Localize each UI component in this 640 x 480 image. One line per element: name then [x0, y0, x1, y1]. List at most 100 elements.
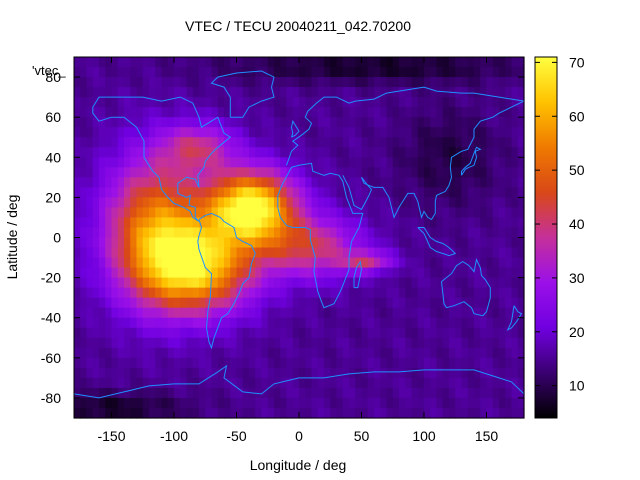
- heatmap-cell: [224, 97, 231, 108]
- heatmap-cell: [349, 387, 356, 399]
- heatmap-cell: [480, 257, 488, 269]
- heatmap-cell: [336, 127, 344, 138]
- heatmap-cell: [505, 257, 513, 269]
- heatmap-cell: [392, 377, 400, 389]
- heatmap-cell: [124, 287, 131, 299]
- heatmap-cell: [117, 357, 125, 369]
- heatmap-cell: [386, 67, 394, 78]
- heatmap-cell: [411, 77, 419, 88]
- heatmap-cell: [105, 117, 113, 128]
- heatmap-cell: [405, 227, 413, 239]
- heatmap-cell: [149, 287, 156, 299]
- heatmap-cell: [205, 287, 213, 299]
- heatmap-cell: [392, 77, 400, 88]
- heatmap-cell: [86, 97, 94, 108]
- heatmap-cell: [424, 87, 431, 98]
- heatmap-cell: [405, 117, 413, 128]
- heatmap-cell: [224, 67, 231, 78]
- heatmap-cell: [180, 327, 188, 339]
- heatmap-cell: [311, 117, 319, 128]
- heatmap-cell: [392, 277, 400, 289]
- heatmap-cell: [324, 167, 331, 178]
- heatmap-cell: [336, 277, 344, 289]
- heatmap-cell: [367, 197, 375, 209]
- heatmap-cell: [217, 357, 225, 369]
- heatmap-cell: [217, 127, 225, 138]
- heatmap-cell: [292, 317, 300, 329]
- heatmap-cell: [349, 297, 356, 309]
- heatmap-cell: [155, 407, 163, 419]
- heatmap-cell: [424, 247, 431, 259]
- heatmap-cell: [155, 267, 163, 279]
- heatmap-cell: [92, 147, 100, 158]
- heatmap-cell: [336, 267, 344, 279]
- heatmap-cell: [517, 57, 525, 68]
- heatmap-cell: [517, 267, 525, 279]
- heatmap-cell: [399, 397, 406, 409]
- heatmap-cell: [436, 347, 444, 359]
- heatmap-cell: [311, 87, 319, 98]
- heatmap-cell: [311, 207, 319, 219]
- heatmap-cell: [417, 327, 425, 339]
- heatmap-cell: [361, 277, 369, 289]
- heatmap-cell: [261, 97, 269, 108]
- heatmap-cell: [467, 267, 475, 279]
- heatmap-cell: [499, 407, 506, 419]
- heatmap-cell: [505, 287, 513, 299]
- heatmap-cell: [255, 257, 263, 269]
- heatmap-cell: [105, 357, 113, 369]
- heatmap-cell: [186, 137, 194, 148]
- heatmap-cell: [161, 357, 169, 369]
- heatmap-cell: [399, 267, 406, 279]
- heatmap-cell: [211, 107, 219, 118]
- heatmap-cell: [367, 237, 375, 249]
- heatmap-cell: [192, 137, 200, 148]
- heatmap-cell: [192, 187, 200, 198]
- heatmap-cell: [199, 397, 206, 409]
- heatmap-cell: [461, 167, 469, 178]
- heatmap-cell: [230, 367, 238, 379]
- heatmap-cell: [505, 97, 513, 108]
- heatmap-cell: [192, 67, 200, 78]
- heatmap-cell: [411, 147, 419, 158]
- heatmap-cell: [349, 267, 356, 279]
- heatmap-cell: [467, 217, 475, 229]
- heatmap-cell: [105, 377, 113, 389]
- heatmap-cell: [124, 237, 131, 249]
- heatmap-cell: [236, 167, 244, 178]
- heatmap-cell: [217, 347, 225, 359]
- coastline-overlay: [73, 70, 525, 399]
- colorbar-tick-label: 50: [569, 162, 585, 178]
- heatmap-cell: [99, 157, 106, 168]
- heatmap-cell: [367, 87, 375, 98]
- heatmap-cell: [474, 297, 481, 309]
- heatmap-cell: [499, 327, 506, 339]
- heatmap-cell: [480, 307, 488, 319]
- heatmap-cell: [111, 287, 119, 299]
- heatmap-cell: [74, 97, 81, 108]
- heatmap-cell: [317, 157, 325, 168]
- heatmap-cell: [480, 337, 488, 349]
- heatmap-cell: [180, 137, 188, 148]
- heatmap-cell: [511, 257, 519, 269]
- heatmap-cell: [255, 217, 263, 229]
- heatmap-cell: [480, 57, 488, 68]
- heatmap-cell: [161, 207, 169, 219]
- heatmap-cell: [467, 337, 475, 349]
- heatmap-cell: [86, 327, 94, 339]
- heatmap-cell: [486, 257, 494, 269]
- heatmap-cell: [474, 117, 481, 128]
- heatmap-cell: [199, 347, 206, 359]
- heatmap-cell: [161, 337, 169, 349]
- heatmap-cell: [155, 197, 163, 209]
- heatmap-cell: [192, 97, 200, 108]
- heatmap-cell: [124, 277, 131, 289]
- heatmap-cell: [211, 187, 219, 198]
- heatmap-cell: [74, 217, 81, 229]
- heatmap-cell: [80, 77, 88, 88]
- heatmap-cell: [124, 397, 131, 409]
- heatmap-cell: [486, 327, 494, 339]
- heatmap-cell: [280, 67, 288, 78]
- heatmap-cell: [355, 347, 363, 359]
- heatmap-cell: [361, 227, 369, 239]
